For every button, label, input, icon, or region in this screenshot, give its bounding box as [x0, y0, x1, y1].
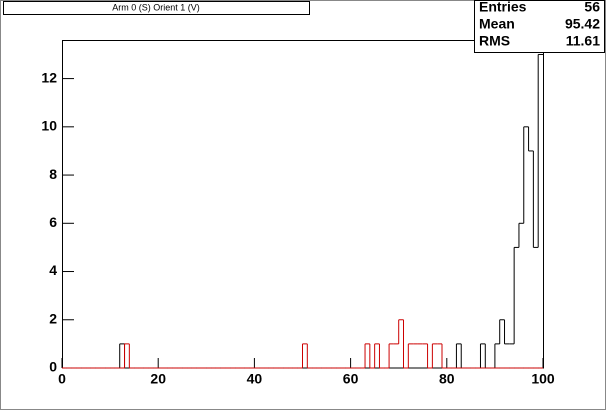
y-tick-label: 8: [49, 166, 57, 182]
x-tick-label: 60: [343, 371, 359, 387]
stats-label: Entries: [479, 0, 527, 15]
title-box: [3, 1, 310, 15]
stats-value: 95.42: [565, 16, 600, 32]
y-tick-label: 12: [41, 69, 57, 85]
y-tick-label: 6: [49, 214, 57, 230]
stats-box: [474, 0, 605, 53]
stats-label: RMS: [479, 33, 510, 49]
x-tick-label: 20: [150, 371, 166, 387]
y-tick-label: 0: [49, 359, 57, 375]
y-tick-label: 4: [49, 262, 57, 278]
stats-label: Mean: [479, 16, 515, 32]
stats-value: 56: [584, 0, 600, 15]
chart-title: Arm 0 (S) Orient 1 (V): [112, 2, 200, 12]
y-tick-label: 2: [49, 310, 57, 326]
stats-value: 11.61: [566, 33, 600, 49]
y-tick-label: 10: [41, 118, 57, 134]
x-tick-label: 0: [58, 371, 66, 387]
x-tick-label: 40: [247, 371, 263, 387]
x-tick-label: 100: [531, 371, 555, 387]
x-tick-label: 80: [439, 371, 455, 387]
